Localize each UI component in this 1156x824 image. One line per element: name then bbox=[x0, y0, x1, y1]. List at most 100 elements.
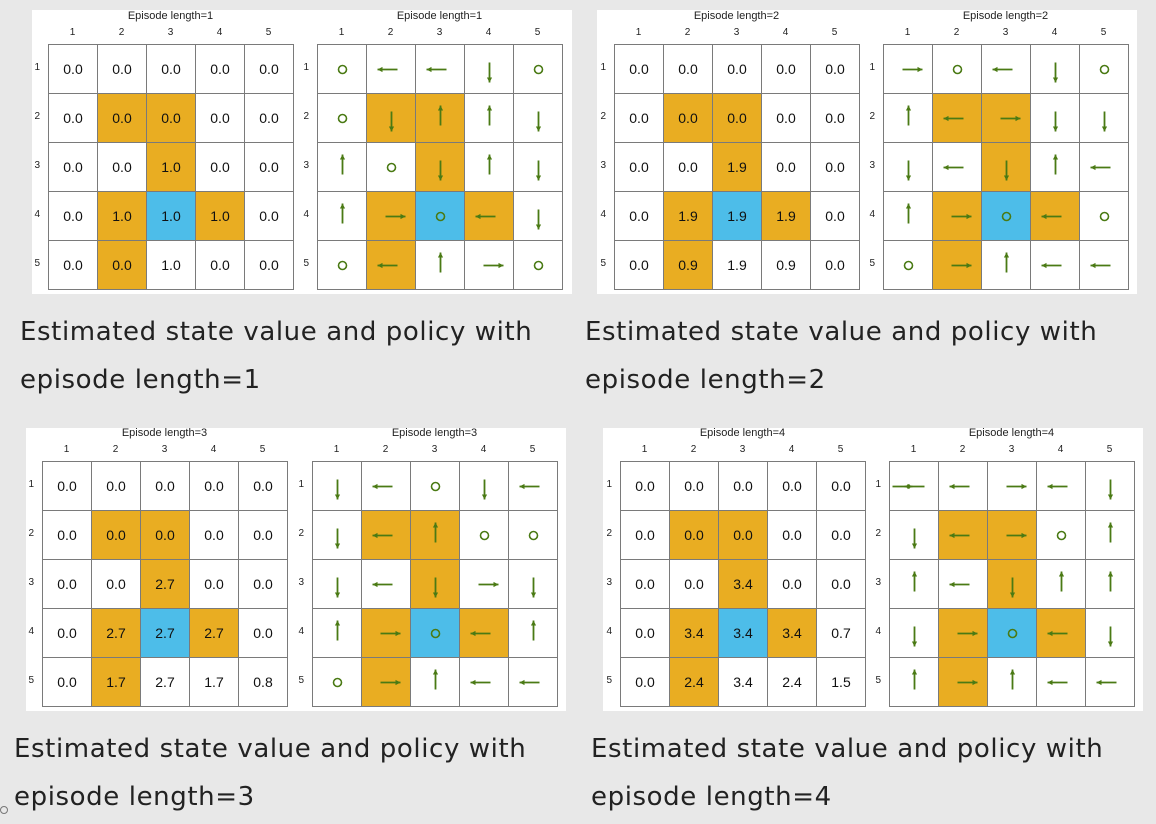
stay-marker bbox=[430, 481, 441, 492]
value-grid-title: Episode length=2 bbox=[693, 10, 780, 22]
arrow-down-head bbox=[911, 543, 918, 549]
policy-cell bbox=[1086, 658, 1135, 707]
policy-cell bbox=[509, 609, 558, 658]
policy-cell bbox=[939, 462, 988, 511]
row-label: 5 bbox=[875, 675, 881, 686]
state-value-cell: 3.4 bbox=[719, 609, 768, 658]
arrow-right-head bbox=[972, 630, 978, 637]
state-value-cell: 1.9 bbox=[713, 143, 762, 192]
arrow-up-head bbox=[339, 203, 346, 209]
policy-cell bbox=[1037, 609, 1086, 658]
state-value-cell: 0.0 bbox=[239, 560, 288, 609]
state-value-cell: 0.0 bbox=[713, 45, 762, 94]
column-label: 2 bbox=[382, 444, 389, 455]
column-label: 1 bbox=[338, 27, 345, 38]
arrow-down-head bbox=[1052, 77, 1059, 83]
arrow-up-head bbox=[432, 522, 439, 528]
policy-cell bbox=[362, 658, 411, 707]
state-value-cell: 0.0 bbox=[817, 462, 866, 511]
stay-marker bbox=[1007, 628, 1018, 639]
state-value-cell: 1.0 bbox=[147, 241, 196, 290]
arrow-left-head bbox=[426, 66, 432, 73]
state-value-cell: 0.9 bbox=[762, 241, 811, 290]
arrow-left-head bbox=[470, 630, 476, 637]
state-value-cell: 1.0 bbox=[147, 192, 196, 241]
policy-cell bbox=[890, 658, 939, 707]
state-value-cell: 2.7 bbox=[141, 560, 190, 609]
state-value-cell: 0.0 bbox=[239, 511, 288, 560]
state-value-cell: 0.0 bbox=[98, 94, 147, 143]
policy-cell bbox=[1080, 143, 1129, 192]
row-label: 1 bbox=[600, 62, 606, 73]
state-value-cell: 0.0 bbox=[670, 511, 719, 560]
arrow-left-head bbox=[949, 532, 955, 539]
state-value-cell: 0.0 bbox=[245, 192, 294, 241]
column-label: 3 bbox=[733, 27, 740, 38]
arrow-up-head bbox=[1009, 669, 1016, 675]
state-value-cell: 0.0 bbox=[811, 45, 860, 94]
state-value-cell: 0.0 bbox=[762, 45, 811, 94]
arrow-down-head bbox=[535, 175, 542, 181]
state-value-cell: 0.0 bbox=[664, 143, 713, 192]
policy-cell bbox=[1037, 511, 1086, 560]
state-value-cell: 0.0 bbox=[670, 462, 719, 511]
state-value-cell: 0.0 bbox=[713, 94, 762, 143]
arrow-up-head bbox=[911, 669, 918, 675]
policy-cell bbox=[1031, 94, 1080, 143]
policy-cell bbox=[982, 45, 1031, 94]
arrow-right-head bbox=[498, 262, 504, 269]
stay-marker bbox=[903, 260, 914, 271]
column-label: 3 bbox=[739, 444, 746, 455]
caption-2: Estimated state value and policy with epi… bbox=[585, 308, 1097, 404]
policy-cell bbox=[933, 94, 982, 143]
column-label: 1 bbox=[635, 27, 642, 38]
policy-cell bbox=[1080, 45, 1129, 94]
row-label: 4 bbox=[28, 626, 34, 637]
arrow-left-head bbox=[1096, 679, 1102, 686]
stay-marker bbox=[337, 113, 348, 124]
policy-cell bbox=[509, 560, 558, 609]
arrow-up-head bbox=[905, 203, 912, 209]
policy-cell bbox=[884, 241, 933, 290]
arrow-up-head bbox=[530, 620, 537, 626]
row-label: 4 bbox=[600, 209, 606, 220]
column-label: 3 bbox=[436, 27, 443, 38]
arrow-left-head bbox=[1047, 630, 1053, 637]
caption-3: Estimated state value and policy with epi… bbox=[14, 725, 526, 821]
policy-cell bbox=[890, 462, 939, 511]
policy-cell bbox=[318, 143, 367, 192]
arrow-down-head bbox=[437, 175, 444, 181]
stay-marker bbox=[1001, 211, 1012, 222]
policy-cell bbox=[318, 94, 367, 143]
state-value-cell: 0.0 bbox=[615, 143, 664, 192]
state-value-cell: 1.9 bbox=[762, 192, 811, 241]
state-value-cell: 3.4 bbox=[768, 609, 817, 658]
state-value-cell: 0.0 bbox=[196, 94, 245, 143]
policy-cell bbox=[1031, 241, 1080, 290]
arrow-down-head bbox=[334, 543, 341, 549]
column-label: 1 bbox=[641, 444, 648, 455]
state-value-cell: 0.0 bbox=[92, 511, 141, 560]
arrow-up-head bbox=[1003, 252, 1010, 258]
state-value-cell: 0.0 bbox=[147, 45, 196, 94]
state-value-cell: 2.7 bbox=[190, 609, 239, 658]
column-label: 3 bbox=[431, 444, 438, 455]
column-label: 1 bbox=[910, 444, 917, 455]
state-value-cell: 1.9 bbox=[713, 192, 762, 241]
arrow-up-head bbox=[486, 154, 493, 160]
column-label: 5 bbox=[534, 27, 541, 38]
caption-line-2: episode length=2 bbox=[585, 365, 826, 395]
state-value-cell: 0.0 bbox=[49, 241, 98, 290]
state-value-cell: 3.4 bbox=[719, 658, 768, 707]
policy-cell bbox=[318, 45, 367, 94]
column-label: 2 bbox=[690, 444, 697, 455]
caption-1: Estimated state value and policy with epi… bbox=[20, 308, 532, 404]
column-label: 4 bbox=[480, 444, 487, 455]
state-value-cell: 2.7 bbox=[92, 609, 141, 658]
arrow-up-head bbox=[437, 252, 444, 258]
state-value-cell: 0.0 bbox=[245, 94, 294, 143]
state-value-cell: 0.0 bbox=[190, 511, 239, 560]
policy-cell bbox=[884, 45, 933, 94]
policy-cell bbox=[884, 94, 933, 143]
row-label: 2 bbox=[28, 528, 34, 539]
